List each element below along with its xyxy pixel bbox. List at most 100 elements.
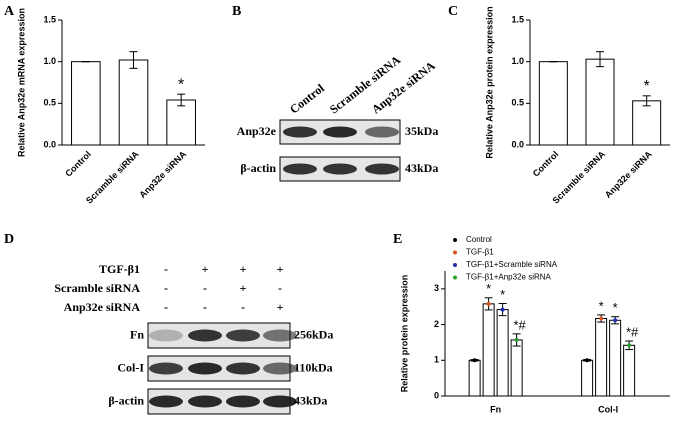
sign: + — [277, 300, 284, 314]
blot-band — [149, 362, 183, 375]
y-tick-label: 1.0 — [511, 56, 524, 66]
blot-band — [226, 395, 260, 408]
size-label: 43kDa — [405, 161, 438, 175]
bar — [538, 61, 568, 146]
error-bar — [642, 95, 651, 107]
condition-label: Anp32e siRNA — [64, 300, 141, 314]
y-tick-label: 0.0 — [511, 139, 524, 149]
bar — [71, 61, 101, 146]
legend-label: Control — [466, 235, 492, 244]
y-axis-label: Relative protein expression — [399, 275, 409, 393]
y-tick-label: 3 — [434, 283, 439, 293]
mean-dot — [627, 343, 632, 348]
y-tick-label: 0.0 — [43, 139, 56, 149]
mean-dot — [514, 337, 519, 342]
blot-band — [365, 163, 399, 175]
size-label: 43kDa — [294, 393, 327, 407]
lane-label: Control — [287, 81, 327, 117]
sign: - — [278, 281, 282, 295]
blot-band — [263, 329, 297, 342]
blot-band — [188, 362, 222, 375]
annotation: * — [486, 281, 491, 296]
x-tick-label: Anp32e siRNA — [603, 149, 654, 200]
bar — [632, 100, 662, 146]
bar — [118, 59, 149, 146]
legend-marker — [453, 263, 457, 267]
y-axis-label: Relative Anp32e protein expression — [484, 6, 494, 158]
error-bar — [129, 51, 138, 69]
legend-marker — [453, 250, 457, 255]
panel-letter: B — [232, 4, 241, 19]
mean-dot — [472, 358, 477, 363]
blot-band — [283, 126, 317, 138]
annotation: *# — [513, 317, 526, 332]
mean-dot — [585, 358, 590, 363]
sign: + — [240, 262, 247, 276]
bar — [510, 339, 523, 397]
annotation: * — [599, 298, 604, 313]
mean-dot — [613, 318, 618, 323]
annotation: * — [178, 76, 184, 93]
blot-band — [365, 126, 399, 138]
mean-dot — [500, 307, 505, 312]
bar — [581, 359, 594, 397]
row-label: β-actin — [240, 161, 276, 175]
sign: - — [203, 300, 207, 314]
panel-letter: C — [448, 4, 458, 19]
mean-dot — [599, 316, 604, 321]
x-tick-label: Scramble siRNA — [84, 149, 141, 206]
blot-band — [149, 395, 183, 408]
bar — [496, 309, 509, 397]
error-bar — [596, 51, 604, 68]
sign: + — [240, 281, 247, 295]
blot-band — [323, 163, 357, 175]
x-tick-label: Control — [531, 149, 561, 179]
sign: + — [202, 262, 209, 276]
row-label: Fn — [130, 327, 144, 341]
x-tick-label: Anp32e siRNA — [137, 149, 188, 200]
bar — [623, 344, 636, 397]
sign: - — [241, 300, 245, 314]
legend-marker — [453, 275, 457, 280]
panel-letter: E — [393, 232, 402, 247]
y-tick-label: 1.5 — [43, 14, 56, 24]
bar — [595, 318, 608, 397]
blot-band — [263, 362, 297, 375]
annotation: * — [500, 287, 505, 302]
x-tick-label: Control — [63, 149, 93, 179]
y-tick-label: 0.5 — [511, 98, 524, 108]
legend-marker — [453, 238, 457, 242]
blot-band — [283, 163, 317, 175]
sign: - — [164, 281, 168, 295]
size-label: 35kDa — [405, 124, 438, 138]
size-label: 256kDa — [294, 327, 333, 341]
y-tick-label: 1.5 — [511, 14, 524, 24]
condition-label: TGF-β1 — [99, 262, 140, 276]
y-tick-label: 1.0 — [43, 56, 56, 66]
bar — [482, 303, 495, 397]
sign: + — [277, 262, 284, 276]
sign: - — [203, 281, 207, 295]
legend-label: TGF-β1+Scramble siRNA — [466, 260, 558, 269]
size-label: 110kDa — [294, 360, 333, 374]
blot-band — [263, 395, 297, 408]
x-tick-label: Fn — [490, 404, 501, 414]
bar — [609, 319, 622, 397]
sign: - — [164, 262, 168, 276]
blot-band — [226, 329, 260, 342]
lane-label: Scramble siRNA — [327, 53, 403, 117]
row-label: Anp32e — [237, 124, 277, 138]
bar — [468, 359, 481, 397]
blot-band — [323, 126, 357, 138]
error-bar — [177, 93, 186, 107]
panel-letter: A — [4, 4, 15, 19]
bar — [585, 58, 615, 146]
annotation: * — [644, 78, 650, 95]
blot-band — [188, 329, 222, 342]
row-label: Col-I — [117, 360, 144, 374]
panel-letter: D — [4, 232, 14, 247]
y-tick-label: 0 — [434, 390, 439, 400]
blot-band — [226, 362, 260, 375]
condition-label: Scramble siRNA — [54, 281, 140, 295]
